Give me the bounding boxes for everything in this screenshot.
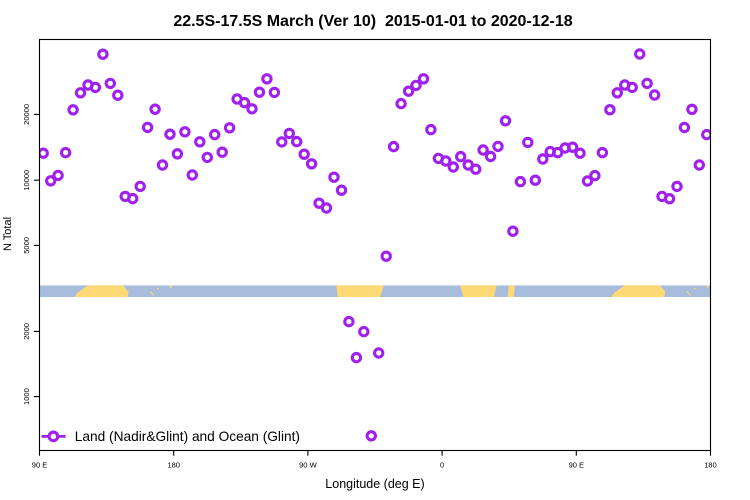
svg-text:22.5S-17.5S March (Ver 10) 20: 22.5S-17.5S March (Ver 10) 2015-01-01 to… bbox=[173, 13, 572, 30]
svg-text:N Total: N Total bbox=[2, 217, 14, 251]
svg-text:90 E: 90 E bbox=[569, 461, 584, 470]
svg-text:Longitude (deg E): Longitude (deg E) bbox=[325, 477, 424, 491]
svg-text:20000: 20000 bbox=[22, 104, 31, 125]
svg-text:180: 180 bbox=[167, 461, 180, 470]
svg-text:5000: 5000 bbox=[22, 237, 31, 254]
svg-text:90 E: 90 E bbox=[32, 461, 47, 470]
svg-text:180: 180 bbox=[704, 461, 717, 470]
svg-text:0: 0 bbox=[440, 461, 444, 470]
svg-text:90 W: 90 W bbox=[299, 461, 317, 470]
svg-text:1000: 1000 bbox=[22, 388, 31, 405]
svg-text:10000: 10000 bbox=[22, 170, 31, 191]
svg-text:Land (Nadir&Glint) and Ocean (: Land (Nadir&Glint) and Ocean (Glint) bbox=[75, 429, 300, 444]
svg-text:2000: 2000 bbox=[22, 323, 31, 340]
